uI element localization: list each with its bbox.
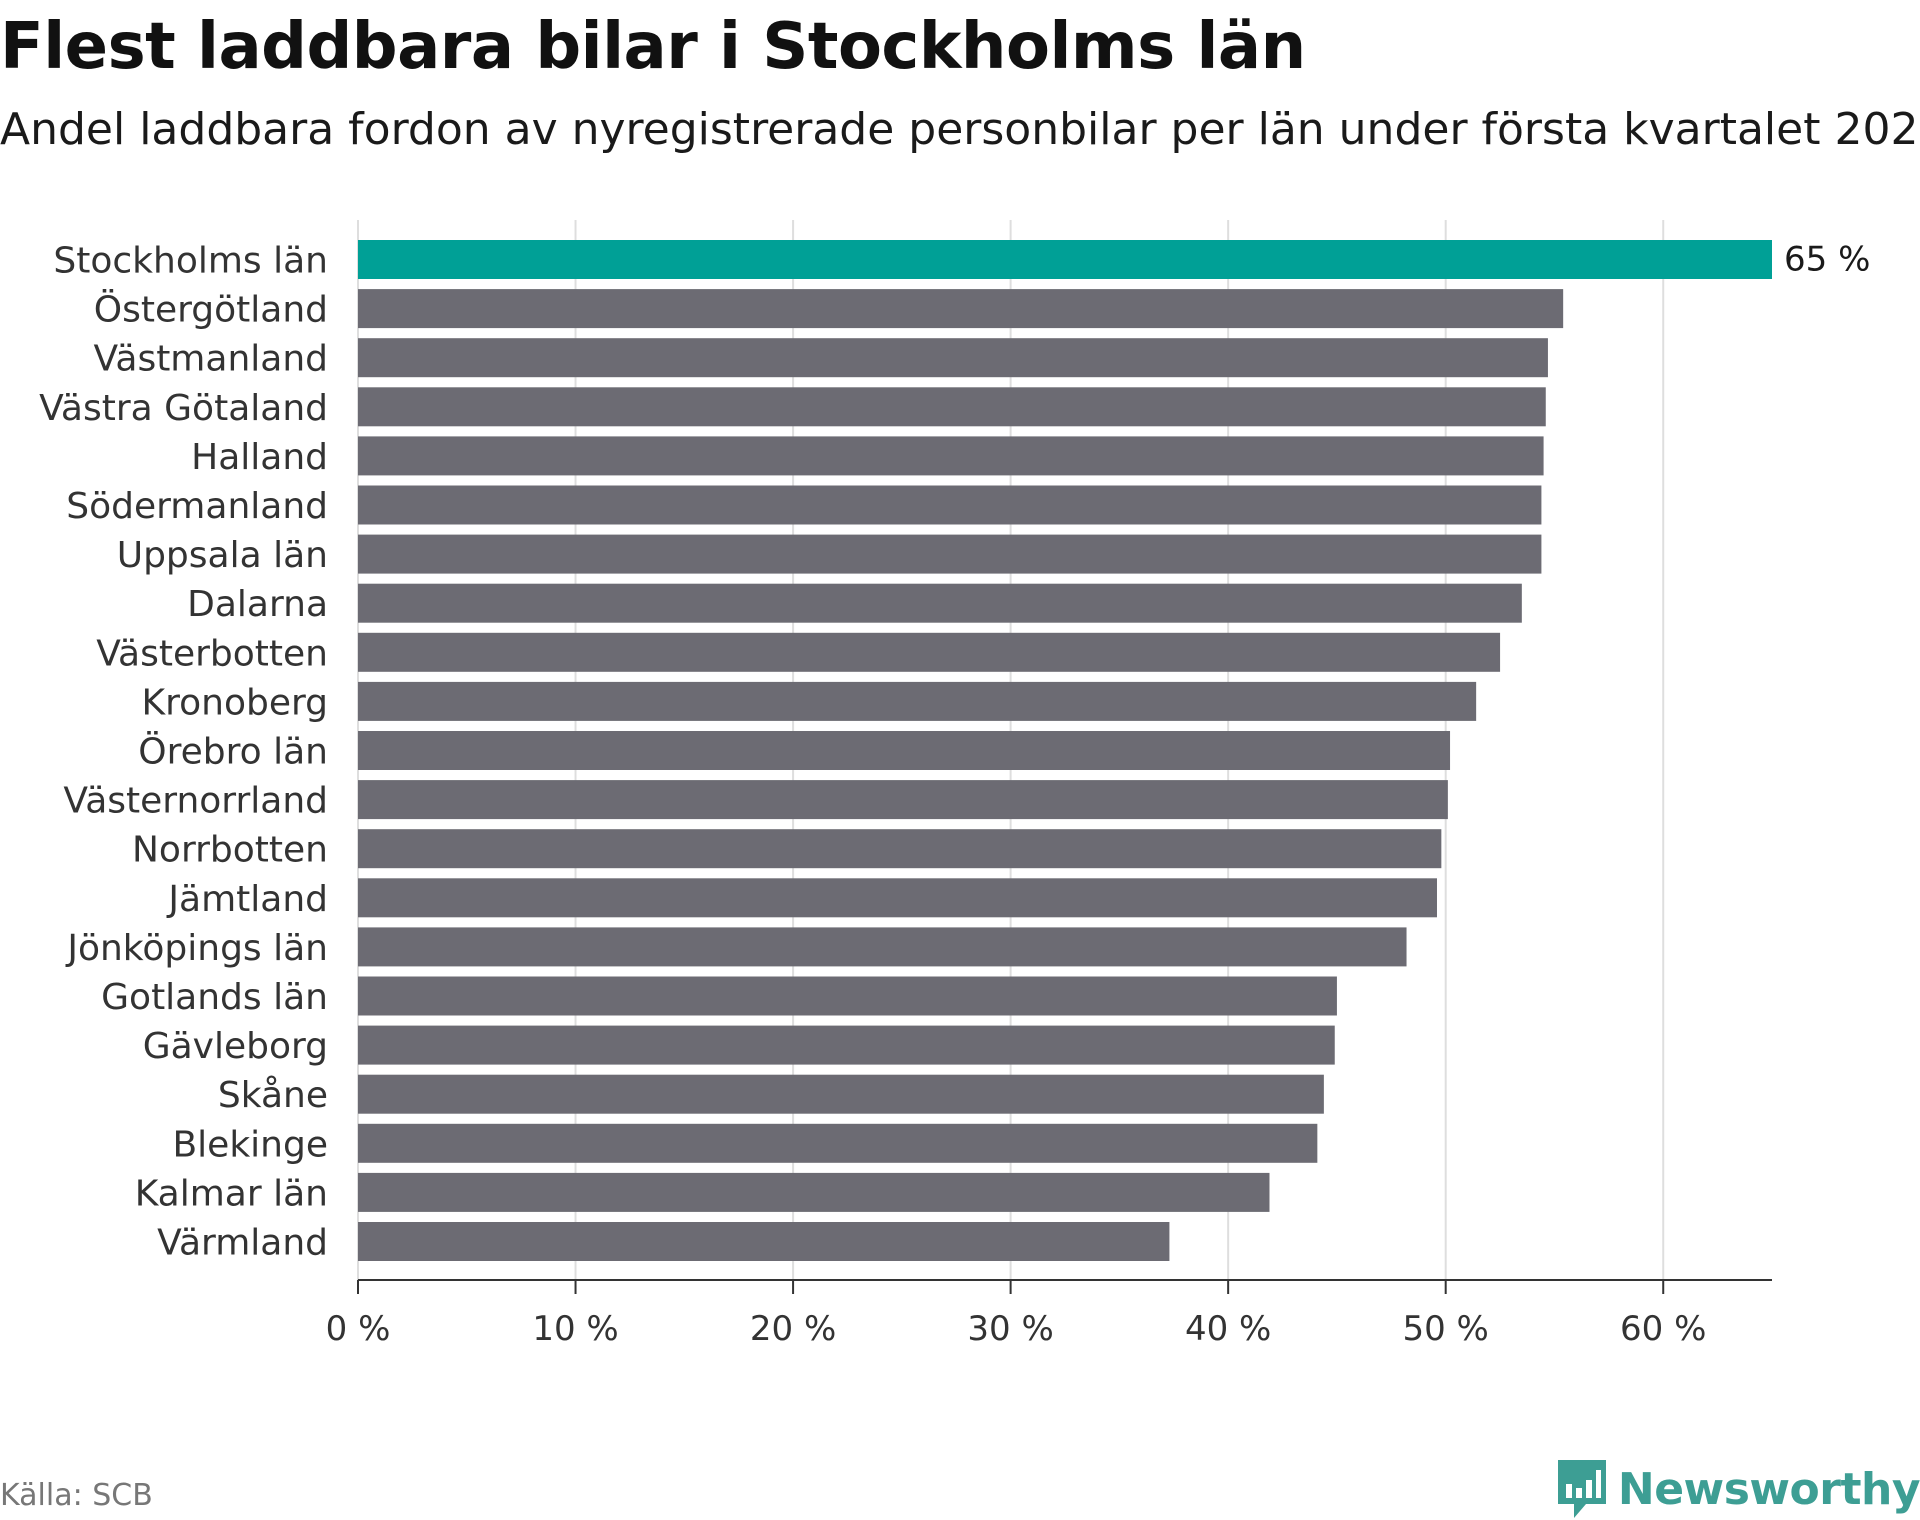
bar [358, 780, 1448, 820]
category-label: Kronoberg [141, 682, 328, 723]
x-tick-label: 20 % [750, 1309, 836, 1349]
bar [358, 1074, 1324, 1114]
category-label: Uppsala län [117, 535, 328, 576]
bar [358, 829, 1442, 869]
category-label: Gotlands län [101, 977, 328, 1018]
bar [358, 289, 1564, 329]
category-label: Gävleborg [143, 1026, 328, 1067]
category-label: Västernorrland [63, 781, 328, 822]
bar [358, 1172, 1270, 1212]
brand-logo: Newsworthy [1556, 1458, 1920, 1520]
bars [358, 240, 1772, 1261]
category-label: Kalmar län [135, 1173, 328, 1214]
category-label: Norrbotten [132, 830, 328, 871]
newsworthy-logo-icon [1557, 1460, 1606, 1518]
category-label: Södermanland [66, 486, 328, 527]
bar [358, 927, 1407, 967]
bar [358, 681, 1477, 721]
category-label: Västmanland [94, 339, 328, 380]
category-label: Västerbotten [96, 633, 328, 674]
x-tick-label: 30 % [967, 1309, 1053, 1349]
category-label: Skåne [218, 1075, 328, 1116]
bar [358, 1025, 1335, 1065]
bar [358, 878, 1437, 918]
category-label: Jämtland [166, 879, 328, 920]
bar [358, 731, 1451, 770]
category-label: Halland [191, 437, 328, 478]
source-note: Källa: SCB [0, 1478, 153, 1513]
bar [358, 436, 1544, 476]
bar [358, 632, 1501, 672]
brand-name: Newsworthy [1617, 1463, 1920, 1515]
x-tick-label: 0 % [326, 1309, 391, 1349]
bar [358, 583, 1522, 623]
chart-title: Flest laddbara bilar i Stockholms län [0, 10, 1306, 84]
bar [358, 534, 1542, 574]
category-label: Värmland [157, 1223, 328, 1264]
category-label: Jönköpings län [65, 928, 328, 969]
bar [358, 1123, 1318, 1163]
x-tick-label: 50 % [1402, 1309, 1488, 1349]
category-label: Blekinge [172, 1124, 328, 1165]
bar [358, 485, 1542, 525]
x-axis: 0 % 10 % 20 % 30 % 40 % 50 % 60 % [326, 1279, 1772, 1349]
category-labels: Stockholms län 65 % Östergötland Västmanlan… [39, 240, 1870, 1264]
category-label: Östergötland [94, 289, 328, 331]
bar [358, 338, 1548, 378]
bar-highlight [358, 240, 1772, 279]
category-label: Dalarna [187, 584, 328, 625]
category-label: Stockholms län [53, 241, 328, 282]
bar [358, 387, 1546, 427]
x-tick-label: 60 % [1620, 1309, 1706, 1349]
category-label: Örebro län [138, 731, 328, 773]
bar [358, 1222, 1170, 1261]
bar-value-label: 65 % [1784, 240, 1870, 280]
x-tick-label: 40 % [1185, 1309, 1271, 1349]
category-label: Västra Götaland [39, 388, 328, 429]
bar [358, 976, 1337, 1016]
x-tick-label: 10 % [532, 1309, 618, 1349]
chart-subtitle: Andel laddbara fordon av nyregistrerade … [0, 104, 1920, 155]
